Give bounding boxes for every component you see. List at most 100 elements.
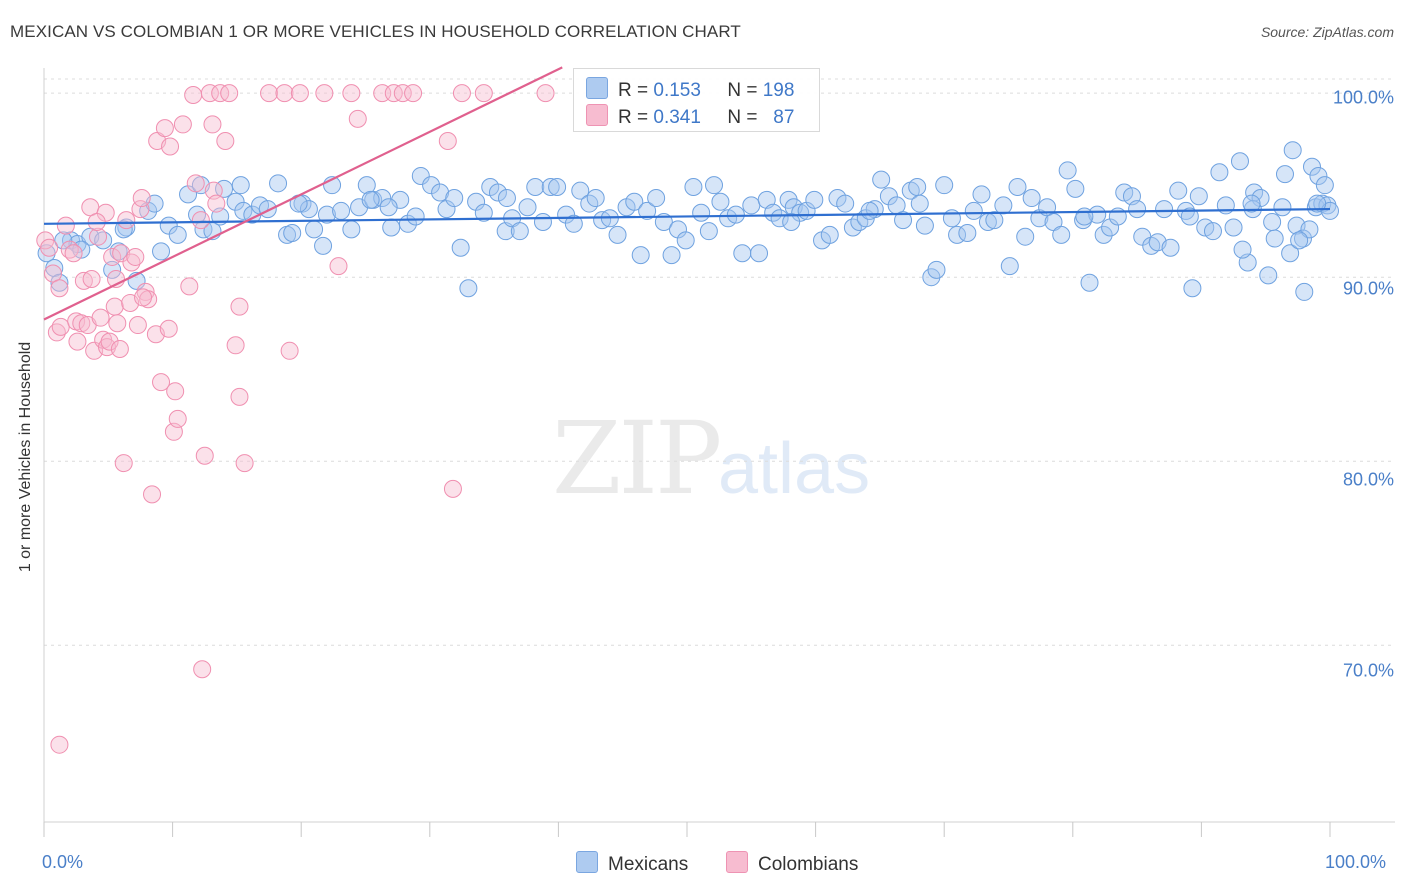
mexicans-point [692, 203, 711, 222]
mexicans-point [820, 225, 839, 244]
r-value: 0.341 [653, 107, 701, 128]
trend-lines [43, 66, 1331, 321]
mexicans-point [94, 231, 113, 250]
colombians-point [50, 279, 69, 298]
mexicans-point [379, 198, 398, 217]
mexicans-point [258, 200, 277, 219]
mexicans-point [533, 212, 552, 231]
colombians-point [72, 314, 91, 333]
mexicans-point [342, 220, 361, 239]
mexicans-point [518, 198, 537, 217]
colombians-point [393, 84, 412, 103]
mexicans-point [1203, 222, 1222, 241]
legend-item-colombians[interactable]: Colombians [726, 851, 858, 876]
colombians-point [211, 84, 230, 103]
mexicans-point [1300, 220, 1319, 239]
colombians-point [74, 271, 93, 290]
colombians-point [404, 84, 423, 103]
colombians-point [443, 479, 462, 498]
mexicans-point [684, 178, 703, 196]
mexicans-point [711, 192, 730, 211]
legend-item-mexicans[interactable]: Mexicans [576, 851, 688, 876]
mexicans-trend-line [43, 207, 1331, 225]
legend-label-colombians: Colombians [758, 854, 859, 875]
colombians-point [220, 84, 239, 103]
mexicans-point [935, 176, 954, 195]
mexicans-point [350, 198, 369, 217]
colombians-point [134, 288, 153, 307]
mexicans-point [699, 222, 718, 241]
mexicans-point [733, 244, 752, 263]
mexicans-point [361, 190, 380, 209]
colombians-point [474, 84, 493, 103]
colombians-point [280, 341, 299, 360]
colombians-point [207, 194, 226, 213]
mexicans-point [1224, 218, 1243, 237]
mexicans-point [638, 201, 657, 220]
mexicans-point [1155, 200, 1174, 219]
gridlines [44, 78, 1395, 646]
mexicans-point [332, 201, 351, 220]
mexicans-point [373, 189, 392, 208]
colombians-point [536, 84, 555, 103]
mexicans-point [1265, 229, 1284, 248]
n-value: 87 [773, 107, 795, 128]
mexicans-point [299, 200, 318, 219]
colombians-point [89, 227, 108, 246]
colombians-point [103, 247, 122, 266]
mexicans-point [908, 178, 927, 196]
colombians-point [128, 316, 147, 335]
mexicans-point [782, 212, 801, 231]
mexicans-point [1315, 176, 1334, 195]
mexicans-point [964, 201, 983, 220]
colombians-point [230, 297, 249, 316]
colombians-point [180, 277, 199, 296]
colombians-point [50, 735, 69, 754]
colombians-point [155, 119, 174, 138]
mexicans-point [1233, 240, 1252, 259]
mexicans-point [631, 246, 650, 265]
mexicans-swatch [586, 77, 608, 99]
mexicans-point [1259, 266, 1278, 285]
colombians-point [96, 203, 115, 222]
colombians-point [51, 317, 70, 336]
colombians-point [87, 212, 106, 231]
mexicans-point [382, 218, 401, 237]
mexicans-point [283, 224, 302, 243]
mexicans-point [972, 185, 991, 204]
mexicans-point [1275, 165, 1294, 184]
colombians-point [191, 211, 210, 230]
n-value: 198 [762, 80, 795, 101]
axes [43, 68, 1395, 837]
mexicans-point [564, 214, 583, 233]
legend-row-colombians: R = 0.341 N = 87 [586, 104, 795, 128]
mexicans-point [1180, 207, 1199, 226]
mexicans-point [226, 192, 245, 211]
colombians-point [132, 189, 151, 208]
mexicans-point [1273, 198, 1292, 217]
mexicans-point [593, 211, 612, 230]
mexicans-point [927, 260, 946, 279]
mexicans-point [474, 203, 493, 222]
colombians-point [184, 85, 203, 104]
mexicans-point [836, 194, 855, 213]
colombians-point [166, 382, 185, 401]
colombians-point [112, 244, 131, 263]
mexicans-point [1094, 225, 1113, 244]
mexicans-point [431, 183, 450, 202]
mexicans-point [676, 231, 695, 250]
mexicans-point [231, 176, 250, 195]
mexicans-point [497, 189, 516, 208]
n-label: N = [727, 107, 758, 128]
mexicans-point [805, 190, 824, 209]
mexicans-point [317, 205, 336, 224]
mexicans-point [391, 190, 410, 209]
mexicans-point [586, 189, 605, 208]
colombians-point [68, 332, 87, 351]
colombians-point [200, 84, 219, 103]
mexicans-point [1210, 163, 1229, 182]
mexicans-point [726, 205, 745, 224]
colombians-point [105, 297, 124, 316]
mexicans-point [1302, 157, 1321, 176]
colombians-point [82, 270, 101, 289]
